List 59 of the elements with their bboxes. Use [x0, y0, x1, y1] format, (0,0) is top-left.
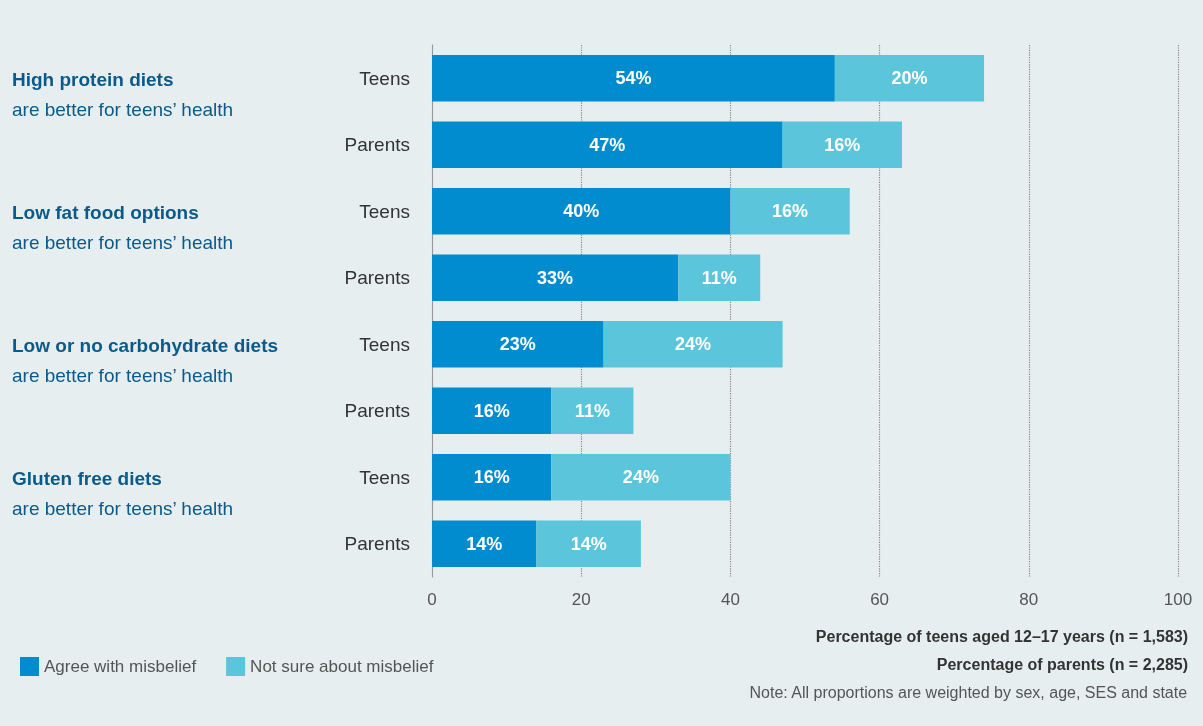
bar	[678, 254, 761, 302]
bar	[432, 320, 604, 368]
data-label: 23%	[499, 334, 536, 355]
y-tick-label: Teens	[359, 67, 410, 89]
text: are better for teens’ health	[12, 98, 234, 120]
bar	[730, 187, 850, 235]
data-label: 24%	[675, 334, 712, 355]
text: Low or no carbohydrate diets	[12, 334, 279, 356]
text: Gluten free diets	[12, 467, 162, 489]
bar	[432, 121, 783, 169]
data-label: 16%	[473, 467, 510, 488]
bar	[782, 121, 902, 169]
bar	[432, 453, 552, 501]
data-label: 54%	[615, 68, 652, 89]
bar	[432, 254, 679, 302]
text: are better for teens’ health	[12, 231, 234, 253]
data-label: 16%	[473, 400, 510, 421]
data-label: 14%	[466, 533, 503, 554]
y-tick-label: Parents	[344, 267, 410, 289]
data-label: 47%	[589, 134, 626, 155]
x-tick-label: 60	[870, 590, 890, 609]
bar	[551, 387, 634, 435]
text: Percentage of teens aged 12–17 years (n = 1,583)	[815, 627, 1189, 645]
data-label: 40%	[563, 201, 600, 222]
y-tick-label: Parents	[344, 400, 410, 422]
data-label: 14%	[570, 533, 607, 554]
bar	[603, 320, 783, 368]
x-tick-label: 40	[720, 590, 740, 609]
bar	[536, 520, 641, 568]
text: Note: All proportions are weighted by sex, age, SES and state	[749, 683, 1188, 701]
bar	[551, 453, 731, 501]
x-tick-label: 100	[1163, 590, 1193, 609]
x-tick-label: 80	[1019, 590, 1039, 609]
bar	[432, 54, 835, 102]
data-label: 24%	[622, 467, 659, 488]
y-tick-label: Parents	[344, 134, 410, 156]
y-tick-label: Teens	[359, 200, 410, 222]
y-tick-label: Parents	[344, 533, 410, 555]
legend-label: Agree with misbelief	[44, 657, 197, 676]
data-label: 11%	[701, 267, 737, 288]
text: Low fat food options	[12, 201, 199, 223]
bar	[432, 187, 731, 235]
bar	[432, 387, 552, 435]
text: Percentage of parents (n = 2,285)	[936, 655, 1188, 673]
data-label: 11%	[574, 400, 610, 421]
data-label: 20%	[891, 68, 928, 89]
data-label: 33%	[537, 267, 574, 288]
text: are better for teens’ health	[12, 364, 234, 386]
legend-label: Not sure about misbelief	[250, 657, 434, 676]
x-tick-label: 20	[571, 590, 591, 609]
data-label: 16%	[772, 201, 809, 222]
data-label: 16%	[824, 134, 861, 155]
y-tick-label: Teens	[359, 466, 410, 488]
text: are better for teens’ health	[12, 497, 234, 519]
bar	[834, 54, 985, 102]
x-tick-label: 0	[427, 590, 437, 609]
text: High protein diets	[12, 68, 174, 90]
bar	[432, 520, 537, 568]
y-tick-label: Teens	[359, 333, 410, 355]
